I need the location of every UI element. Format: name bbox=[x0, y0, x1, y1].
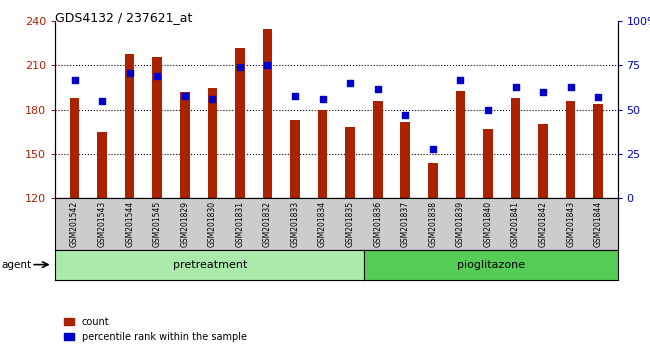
Point bbox=[455, 77, 465, 82]
Bar bbox=[428, 163, 437, 198]
Text: pretreatment: pretreatment bbox=[173, 259, 247, 270]
Bar bbox=[318, 110, 328, 198]
Text: GSM201837: GSM201837 bbox=[401, 201, 410, 247]
Text: GSM201838: GSM201838 bbox=[428, 201, 437, 247]
Point bbox=[235, 64, 245, 70]
Point bbox=[207, 96, 218, 102]
Text: pioglitazone: pioglitazone bbox=[457, 259, 525, 270]
Bar bbox=[235, 48, 245, 198]
Bar bbox=[98, 132, 107, 198]
Point bbox=[372, 86, 383, 91]
Bar bbox=[125, 54, 135, 198]
Bar bbox=[180, 92, 190, 198]
Bar bbox=[207, 88, 217, 198]
Legend: count, percentile rank within the sample: count, percentile rank within the sample bbox=[60, 313, 250, 346]
Bar bbox=[345, 127, 355, 198]
Text: agent: agent bbox=[1, 259, 31, 270]
Point bbox=[262, 63, 272, 68]
Bar bbox=[483, 129, 493, 198]
Text: GSM201831: GSM201831 bbox=[235, 201, 244, 247]
Point bbox=[538, 89, 549, 95]
Text: GSM201545: GSM201545 bbox=[153, 201, 162, 247]
Text: GDS4132 / 237621_at: GDS4132 / 237621_at bbox=[55, 11, 192, 24]
Text: GSM201543: GSM201543 bbox=[98, 201, 107, 247]
Text: GSM201833: GSM201833 bbox=[291, 201, 300, 247]
Bar bbox=[70, 98, 79, 198]
Bar bbox=[538, 125, 548, 198]
Point bbox=[179, 93, 190, 98]
Bar bbox=[511, 98, 521, 198]
Bar bbox=[456, 91, 465, 198]
Text: GSM201836: GSM201836 bbox=[373, 201, 382, 247]
Bar bbox=[290, 120, 300, 198]
Text: GSM201839: GSM201839 bbox=[456, 201, 465, 247]
Text: GSM201843: GSM201843 bbox=[566, 201, 575, 247]
Point bbox=[483, 107, 493, 113]
Point bbox=[345, 80, 356, 86]
Text: GSM201841: GSM201841 bbox=[511, 201, 520, 247]
Text: GSM201829: GSM201829 bbox=[180, 201, 189, 247]
Point bbox=[152, 73, 162, 79]
Text: GSM201544: GSM201544 bbox=[125, 201, 134, 247]
Point bbox=[317, 96, 328, 102]
Point bbox=[290, 93, 300, 98]
Bar bbox=[373, 101, 383, 198]
Point bbox=[97, 98, 107, 104]
Text: GSM201830: GSM201830 bbox=[208, 201, 217, 247]
Text: GSM201834: GSM201834 bbox=[318, 201, 327, 247]
Bar bbox=[593, 104, 603, 198]
Text: GSM201835: GSM201835 bbox=[346, 201, 355, 247]
Text: GSM201840: GSM201840 bbox=[484, 201, 493, 247]
Point bbox=[124, 70, 135, 75]
Point bbox=[400, 112, 411, 118]
Point bbox=[510, 84, 521, 90]
Bar bbox=[566, 101, 575, 198]
Bar bbox=[400, 121, 410, 198]
Text: GSM201844: GSM201844 bbox=[593, 201, 603, 247]
Point bbox=[70, 77, 80, 82]
Text: GSM201542: GSM201542 bbox=[70, 201, 79, 247]
Point bbox=[593, 95, 603, 100]
Bar bbox=[263, 29, 272, 198]
Bar bbox=[152, 57, 162, 198]
Point bbox=[566, 84, 576, 90]
Point bbox=[428, 146, 438, 152]
Text: GSM201832: GSM201832 bbox=[263, 201, 272, 247]
Text: GSM201842: GSM201842 bbox=[539, 201, 547, 247]
